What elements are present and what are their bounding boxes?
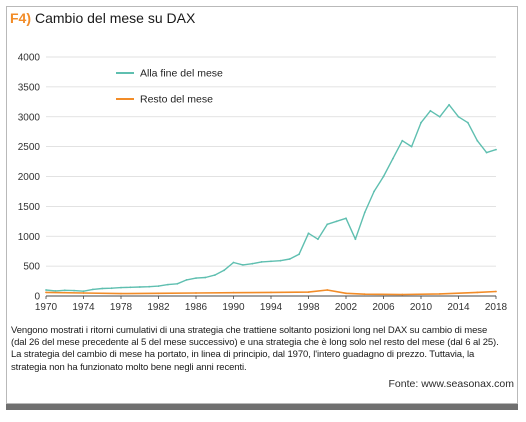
data-point bbox=[232, 261, 235, 264]
data-point bbox=[270, 260, 272, 263]
data-point bbox=[157, 285, 160, 287]
data-point bbox=[485, 151, 488, 154]
data-point bbox=[298, 253, 300, 256]
data-point bbox=[354, 238, 357, 241]
data-point bbox=[457, 115, 460, 118]
data-point bbox=[260, 261, 263, 263]
data-point bbox=[110, 287, 113, 290]
dax-line-chart: 0 500 1000 1500 2000 2500 3000 3500 4000 1970 1974… bbox=[18, 53, 508, 314]
data-point bbox=[345, 217, 347, 220]
data-point bbox=[335, 220, 338, 223]
source-credit: Fonte: www.seasonax.com bbox=[388, 378, 514, 390]
data-point bbox=[307, 291, 310, 293]
data-point bbox=[420, 121, 422, 124]
data-point bbox=[129, 286, 132, 289]
data-point bbox=[363, 293, 366, 296]
data-point bbox=[279, 259, 282, 262]
data-point bbox=[251, 262, 254, 265]
data-point bbox=[392, 157, 394, 160]
x-tick-label: 2010 bbox=[410, 302, 433, 313]
data-point bbox=[495, 148, 497, 151]
data-point bbox=[476, 139, 479, 142]
bottom-bar bbox=[6, 404, 518, 410]
x-tick-label: 1970 bbox=[35, 302, 58, 313]
data-point bbox=[363, 211, 366, 214]
data-point bbox=[138, 286, 141, 288]
data-point bbox=[495, 290, 497, 293]
x-tick-label: 1986 bbox=[185, 302, 208, 313]
data-point bbox=[317, 238, 319, 241]
data-point bbox=[195, 277, 197, 279]
y-tick-label: 2500 bbox=[18, 142, 41, 153]
data-point bbox=[307, 232, 310, 235]
y-tick-label: 4000 bbox=[18, 53, 41, 64]
x-tick-label: 1990 bbox=[222, 302, 245, 313]
data-point bbox=[345, 292, 347, 295]
y-tick-label: 1000 bbox=[18, 232, 41, 243]
data-point bbox=[467, 121, 469, 124]
data-point bbox=[45, 289, 47, 291]
chart-card bbox=[6, 6, 518, 404]
chart-caption: Vengono mostrati i ritorni cumulativi di… bbox=[11, 325, 499, 373]
data-point bbox=[382, 175, 385, 178]
data-point bbox=[101, 287, 104, 290]
data-point bbox=[232, 291, 235, 294]
data-point bbox=[401, 293, 404, 296]
data-point bbox=[54, 290, 57, 292]
figure-title: Cambio del mese su DAX bbox=[35, 10, 196, 26]
data-point bbox=[213, 274, 216, 276]
data-point bbox=[157, 292, 160, 295]
x-tick-label: 1982 bbox=[147, 302, 170, 313]
data-point bbox=[401, 139, 404, 142]
data-point bbox=[82, 292, 85, 294]
data-point bbox=[185, 279, 188, 281]
data-point bbox=[120, 286, 122, 289]
data-point bbox=[45, 291, 47, 294]
y-tick-label: 0 bbox=[34, 292, 40, 303]
y-tick-label: 500 bbox=[23, 262, 40, 273]
y-tick-label: 3000 bbox=[18, 112, 41, 123]
y-tick-label: 2000 bbox=[18, 172, 41, 183]
data-point bbox=[438, 115, 441, 118]
x-tick-label: 2018 bbox=[485, 302, 508, 313]
data-point bbox=[438, 293, 441, 295]
chart-title: F4) Cambio del mese su DAX bbox=[10, 10, 195, 26]
legend-label: Alla fine del mese bbox=[140, 68, 223, 80]
data-point bbox=[326, 223, 329, 226]
data-point bbox=[242, 264, 244, 266]
data-point bbox=[63, 289, 66, 292]
x-tick-label: 1994 bbox=[260, 302, 283, 313]
x-tick-label: 2002 bbox=[335, 302, 358, 313]
y-tick-label: 1500 bbox=[18, 202, 41, 213]
data-point bbox=[148, 285, 151, 288]
data-point bbox=[429, 109, 432, 112]
data-point bbox=[448, 103, 450, 106]
data-point bbox=[373, 190, 375, 193]
data-point bbox=[92, 288, 94, 291]
data-point bbox=[195, 292, 197, 294]
x-tick-label: 2014 bbox=[447, 302, 470, 313]
data-point bbox=[73, 289, 75, 292]
data-point bbox=[326, 289, 329, 291]
data-point bbox=[410, 145, 413, 148]
figure-tag: F4) bbox=[10, 10, 31, 26]
x-tick-label: 2006 bbox=[372, 302, 395, 313]
data-point bbox=[204, 276, 207, 279]
legend-label: Resto del mese bbox=[140, 94, 213, 106]
data-point bbox=[476, 291, 479, 294]
data-point bbox=[82, 290, 85, 293]
series-line-alla-fine bbox=[45, 104, 497, 292]
x-tick-label: 1974 bbox=[72, 302, 95, 313]
data-point bbox=[167, 283, 169, 286]
y-tick-label: 3500 bbox=[18, 82, 41, 93]
x-tick-label: 1998 bbox=[297, 302, 320, 313]
x-tick-label: 1978 bbox=[110, 302, 133, 313]
data-point bbox=[176, 282, 179, 285]
data-point bbox=[270, 291, 272, 294]
data-point bbox=[223, 269, 226, 272]
data-point bbox=[120, 292, 122, 295]
data-point bbox=[288, 258, 291, 260]
